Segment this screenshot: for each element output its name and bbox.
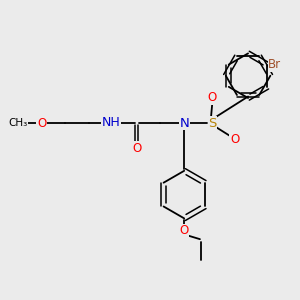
Text: O: O	[180, 224, 189, 237]
Text: O: O	[230, 133, 239, 146]
Text: O: O	[132, 142, 141, 155]
Text: O: O	[37, 117, 46, 130]
Text: O: O	[208, 92, 217, 104]
Text: CH₃: CH₃	[8, 118, 27, 128]
Text: S: S	[208, 117, 217, 130]
Text: Br: Br	[268, 58, 281, 71]
Text: NH: NH	[102, 116, 121, 129]
Text: N: N	[179, 117, 189, 130]
